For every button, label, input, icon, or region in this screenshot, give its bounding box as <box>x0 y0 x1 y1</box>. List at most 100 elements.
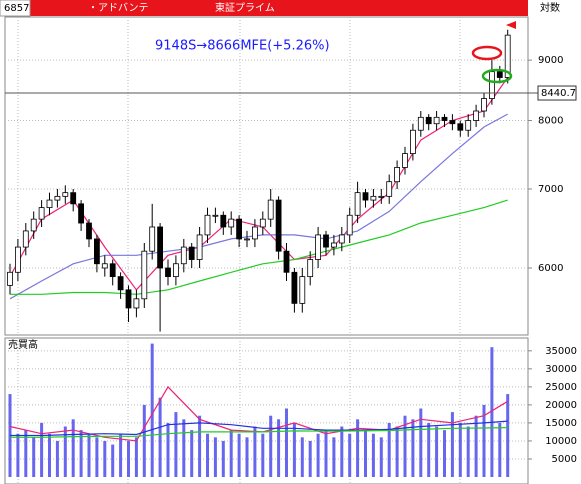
volume-bar <box>379 437 383 477</box>
y-tick-label: 15000 <box>545 418 577 429</box>
volume-bar <box>474 415 478 477</box>
volume-bar <box>119 433 123 477</box>
volume-bar <box>16 433 20 477</box>
header-bar <box>0 0 528 16</box>
moving-average <box>10 199 508 295</box>
y-tick-label: 7000 <box>538 184 563 195</box>
candle-body <box>149 226 156 252</box>
scale-mode[interactable]: 対数 <box>540 1 560 14</box>
volume-bar <box>87 433 91 477</box>
candle-body <box>117 276 124 291</box>
volume-bar <box>198 415 202 477</box>
volume-bar <box>142 404 146 477</box>
candle-body <box>38 207 45 220</box>
candle-body <box>283 250 290 273</box>
candle-body <box>378 195 385 198</box>
volume-bar <box>498 422 502 477</box>
highlight-green <box>481 68 513 84</box>
volume-bar <box>237 433 241 477</box>
market: 東証プライム <box>215 1 275 14</box>
volume-bar <box>245 437 249 477</box>
last-price-box <box>537 85 577 101</box>
last-price-label: 8440.7 <box>541 88 576 99</box>
volume-bar <box>206 433 209 477</box>
volume-bar <box>490 347 494 477</box>
candle-body <box>291 271 298 304</box>
volume-bar <box>213 437 217 477</box>
volume-bar <box>127 440 130 477</box>
candle-body <box>473 110 480 121</box>
volume-bar <box>419 408 423 477</box>
volume-bar <box>285 408 288 477</box>
candle-body <box>330 242 337 248</box>
y-tick-label: 25000 <box>545 382 577 393</box>
candle-body <box>94 238 100 265</box>
candle-body <box>141 250 148 300</box>
candle-body <box>133 298 140 309</box>
candle-body <box>125 289 132 309</box>
volume-bar <box>277 419 281 477</box>
candle-body <box>259 218 266 228</box>
volume-bar <box>103 440 107 477</box>
volume-bar <box>466 426 470 477</box>
candle-body <box>386 181 393 197</box>
volume-bar <box>364 430 367 477</box>
candle-body <box>14 246 21 273</box>
volume-bar <box>435 426 439 477</box>
volume-bar <box>190 430 194 477</box>
candle-body <box>165 267 171 278</box>
volume-bar <box>506 394 510 477</box>
y-tick-label: 8000 <box>538 116 563 127</box>
volume-bar <box>411 419 415 477</box>
volume-bar <box>221 440 225 477</box>
volume-bar <box>308 440 312 477</box>
stock-code: 6857 <box>4 3 29 14</box>
volume-bar <box>427 422 431 477</box>
candle-body <box>457 123 464 131</box>
stock-name: ・アドバンテ <box>88 2 149 14</box>
volume-bar <box>150 343 154 477</box>
candle-body <box>109 263 116 278</box>
candle-body <box>7 271 13 286</box>
candle-body <box>275 199 282 252</box>
volume-bar <box>482 404 486 477</box>
candle-body <box>449 120 456 125</box>
y-tick-label: 6000 <box>538 263 563 274</box>
volume-bar <box>403 415 407 477</box>
candle-body <box>212 214 219 217</box>
y-tick-label: 9000 <box>538 55 563 66</box>
volume-bar <box>253 426 257 477</box>
volume-bar <box>63 426 67 477</box>
volume-bar <box>395 426 399 477</box>
candle-body <box>417 116 424 131</box>
candle-body <box>188 246 195 260</box>
candle-body <box>496 71 503 78</box>
candle-body <box>409 129 416 155</box>
volume-bar <box>40 422 44 477</box>
candle-body <box>180 246 187 265</box>
volume-bar <box>300 437 304 477</box>
candle-body <box>488 71 495 99</box>
marker-arrow <box>506 21 516 29</box>
candle-body <box>346 214 353 236</box>
volume-bar <box>387 422 391 477</box>
code-box <box>0 0 31 17</box>
volume-bar <box>443 430 446 477</box>
candle-body <box>157 226 164 269</box>
volume-bar <box>229 430 233 477</box>
price-panel <box>4 16 529 336</box>
volume-panel <box>4 337 529 484</box>
candle-body <box>101 263 108 269</box>
volume-bar <box>340 426 344 477</box>
candle-body <box>299 276 306 304</box>
y-tick-label: 35000 <box>545 346 577 357</box>
volume-bar <box>95 437 99 477</box>
volume-bar <box>24 430 28 477</box>
volume-title: 売買高 <box>8 338 38 351</box>
volume-bar <box>71 419 75 477</box>
volume-bar <box>166 422 170 477</box>
candle-body <box>481 98 487 112</box>
candle-body <box>402 153 408 168</box>
candle-body <box>30 218 37 232</box>
